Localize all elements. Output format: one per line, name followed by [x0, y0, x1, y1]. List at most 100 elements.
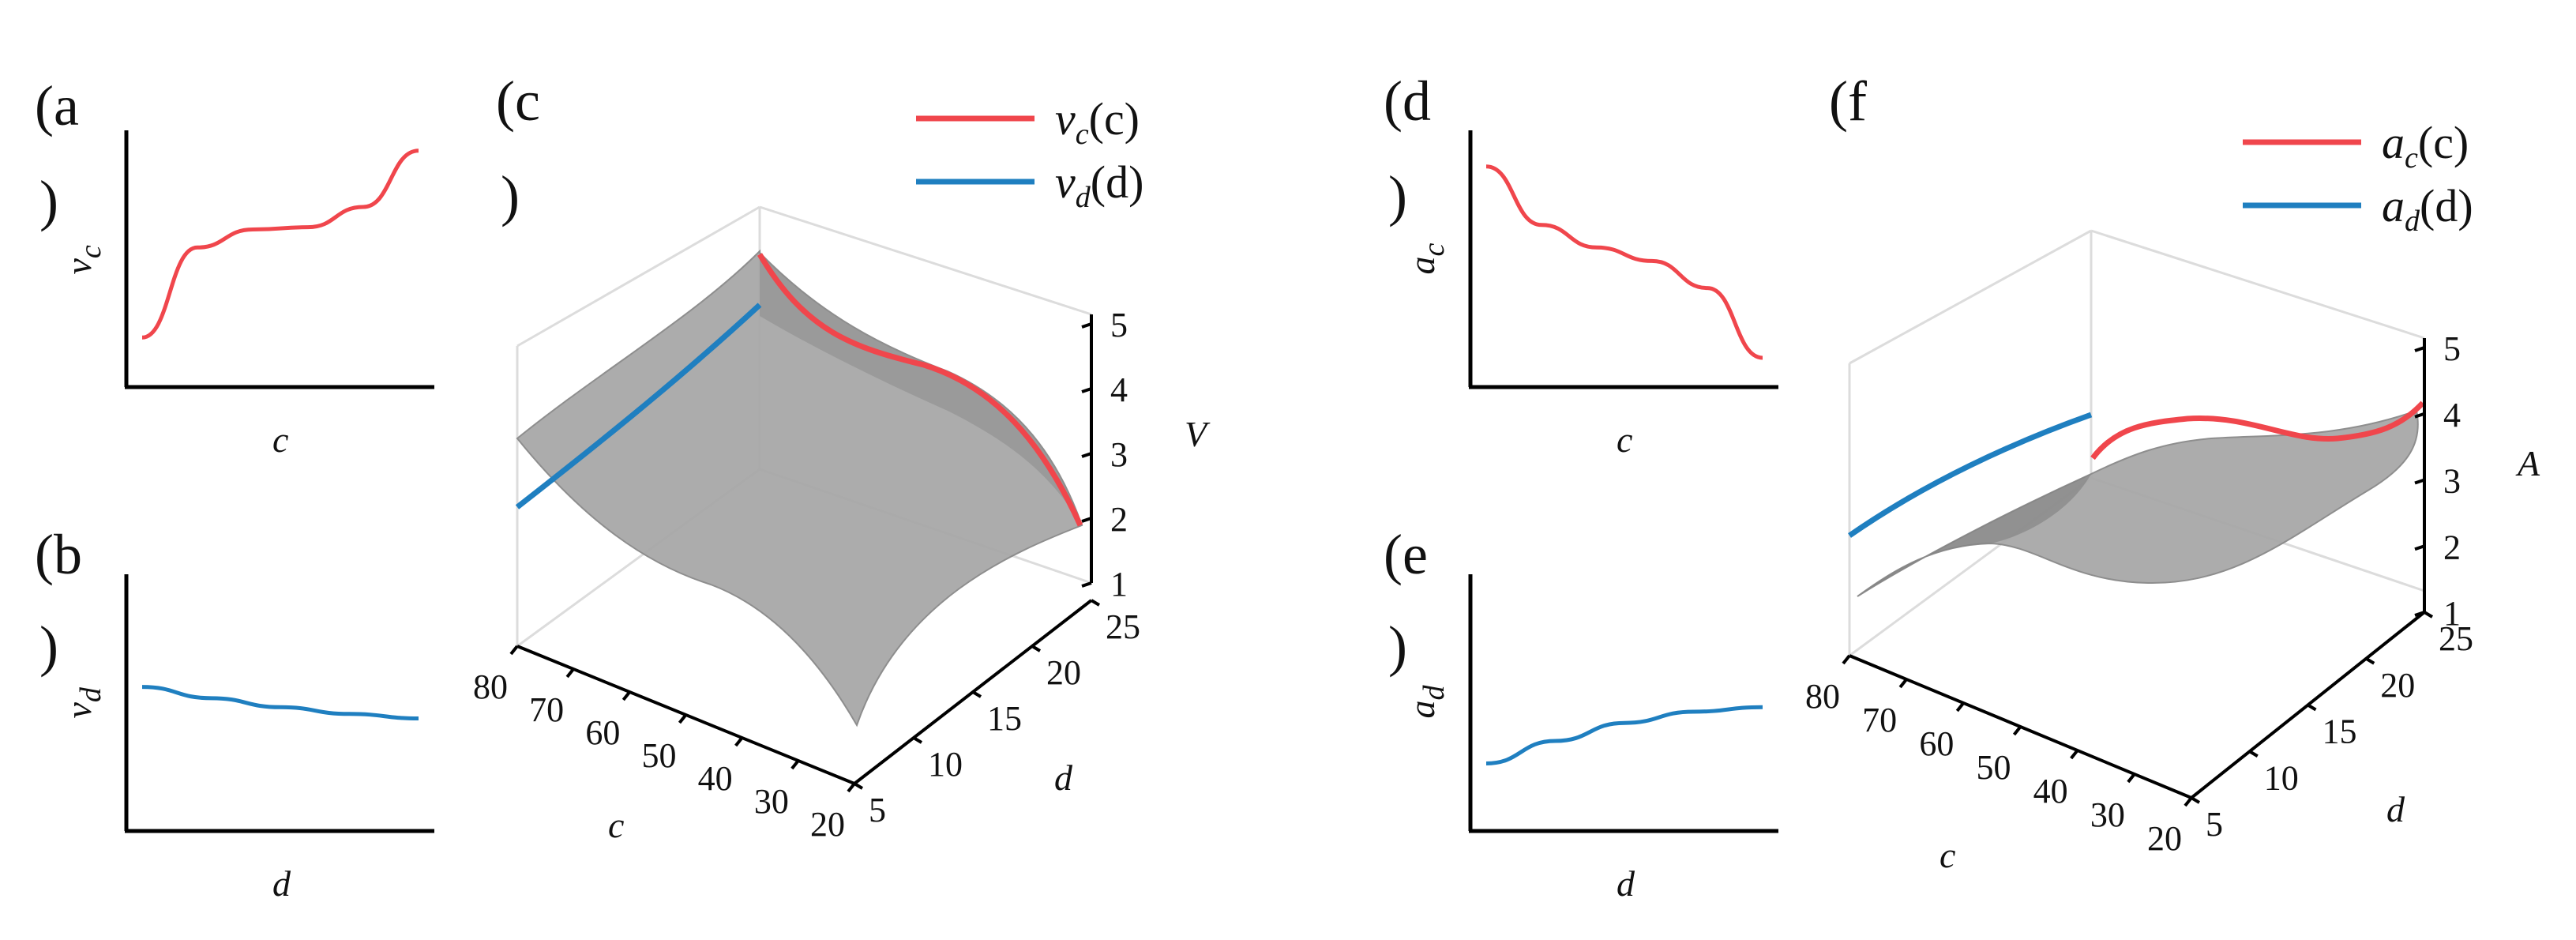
c-tick-mark	[790, 759, 800, 770]
chart-f-series-ad	[1848, 412, 2093, 538]
c-tick-mark	[565, 667, 575, 679]
chart-e-ylabel: ad	[1402, 685, 1451, 719]
chart-f-ticks: 80 70 60 50 40 30 20 5 10 15 20 251 2 3 4 5	[1805, 329, 2473, 858]
c-tick-label: 70	[529, 690, 564, 729]
z-tick-label: 3	[1110, 435, 1128, 474]
d-tick-label: 5	[2206, 805, 2223, 844]
c-tick-label: 50	[1977, 748, 2011, 787]
chart-a-xlabel: c	[272, 419, 288, 460]
z-tick-label: 2	[2443, 528, 2461, 566]
z-tick-mark	[2414, 544, 2425, 551]
c-tick-mark	[509, 645, 519, 656]
c-tick-label: 40	[2033, 772, 2068, 810]
chart-a-series-0	[141, 149, 419, 340]
z-tick-mark	[1081, 387, 1092, 393]
chart-c-legend: vc(c)vd(d)	[916, 93, 1143, 214]
chart-f-surface-shade	[1857, 474, 2091, 596]
chart-c-zlabel: V	[1185, 414, 1211, 454]
chart-c-series-vd	[515, 303, 762, 509]
chart-f-zlabel: A	[2515, 443, 2540, 483]
d-tick-mark	[2307, 703, 2317, 712]
c-tick-mark	[2012, 725, 2022, 736]
c-tick-label: 60	[1919, 724, 1954, 763]
d-tick-mark	[853, 782, 864, 790]
chart-f: 80 70 60 50 40 30 20 5 10 15 20 251 2 3 4 5 A c d ac(c)…	[1805, 117, 2540, 875]
d-tick-label: 20	[2380, 666, 2415, 705]
chart-c-xlabel: c	[608, 805, 624, 845]
d-tick-mark	[971, 690, 982, 698]
c-tick-label: 20	[2147, 819, 2182, 858]
panel-f-label: (f	[1829, 70, 1867, 133]
panel-b-label-paren: )	[39, 615, 58, 678]
z-tick-mark	[2414, 611, 2425, 617]
c-tick-label: 70	[1862, 701, 1897, 739]
legend-entry: ac(c)	[2382, 117, 2469, 175]
chart-f-surface	[1857, 409, 2419, 597]
c-tick-mark	[2070, 749, 2079, 760]
d-tick-label: 20	[1046, 653, 1081, 692]
z-tick-label: 5	[1110, 306, 1128, 344]
d-tick-mark	[912, 736, 923, 744]
chart-d-xlabel: c	[1617, 419, 1632, 460]
chart-f-series-ac	[2090, 400, 2425, 461]
d-tick-mark	[1090, 599, 1101, 607]
c-tick-mark	[847, 782, 856, 793]
c-tick-label: 20	[810, 805, 845, 844]
panel-c-label: (c	[496, 70, 540, 133]
d-tick-mark	[2248, 750, 2259, 758]
d-tick-label: 15	[987, 699, 1022, 738]
chart-b-ylabel: vd	[58, 686, 107, 718]
c-tick-label: 60	[585, 713, 620, 752]
c-tick-mark	[1842, 654, 1851, 665]
d-tick-label: 10	[2264, 758, 2299, 797]
c-tick-mark	[1898, 678, 1908, 689]
z-tick-mark	[1081, 581, 1092, 588]
chart-d: c ac	[1402, 130, 1778, 460]
chart-e: d ad	[1402, 574, 1778, 904]
chart-d-ylabel: ac	[1402, 243, 1451, 275]
z-tick-mark	[1081, 517, 1092, 523]
panel-b-label: (b	[35, 523, 82, 586]
c-tick-label: 80	[473, 667, 508, 706]
z-tick-label: 5	[2443, 329, 2461, 368]
panel-c-label-paren: )	[501, 164, 520, 227]
c-tick-label: 30	[754, 782, 789, 821]
z-tick-label: 4	[2443, 396, 2461, 434]
panel-a-label-paren: )	[39, 169, 58, 232]
d-tick-mark	[2365, 657, 2375, 665]
z-tick-label: 1	[2443, 594, 2461, 633]
chart-e-series-0	[1485, 705, 1763, 765]
z-tick-mark	[2414, 412, 2425, 419]
chart-f-ylabel: d	[2386, 789, 2405, 829]
legend-entry: ad(d)	[2382, 180, 2473, 238]
c-tick-mark	[734, 736, 744, 747]
z-tick-mark	[1081, 322, 1092, 329]
chart-c: 80 70 60 50 40 30 20 5 10 15 20 25 1 2 3 4 5 V c d vc(c)…	[473, 93, 1211, 845]
c-tick-mark	[678, 713, 688, 724]
d-tick-label: 25	[2439, 619, 2473, 658]
panel-a-label: (a	[35, 74, 79, 137]
chart-b-xlabel: d	[272, 863, 291, 904]
c-tick-mark	[1955, 701, 1965, 713]
c-tick-label: 80	[1805, 677, 1840, 716]
panel-e-label-paren: )	[1388, 615, 1407, 678]
chart-f-xlabel: c	[1940, 835, 1955, 875]
c-tick-mark	[2184, 796, 2193, 807]
z-tick-label: 4	[1110, 370, 1128, 409]
d-tick-mark	[2423, 611, 2434, 619]
chart-b: d vd	[58, 574, 434, 904]
panel-e-label: (e	[1384, 523, 1428, 586]
chart-d-series-0	[1485, 164, 1763, 360]
d-tick-mark	[2190, 796, 2201, 804]
legend-entry: vd(d)	[1055, 156, 1143, 214]
c-tick-label: 50	[642, 736, 677, 775]
panel-d-label: (d	[1384, 70, 1431, 133]
chart-c-series-vc	[757, 253, 1083, 527]
d-tick-label: 10	[928, 745, 963, 784]
chart-b-series-0	[141, 685, 419, 720]
legend-entry: vc(c)	[1055, 93, 1140, 151]
z-tick-mark	[2414, 346, 2425, 352]
d-tick-mark	[1031, 645, 1042, 652]
chart-c-ylabel: d	[1054, 758, 1073, 798]
chart-a-ylabel: vc	[58, 245, 107, 274]
